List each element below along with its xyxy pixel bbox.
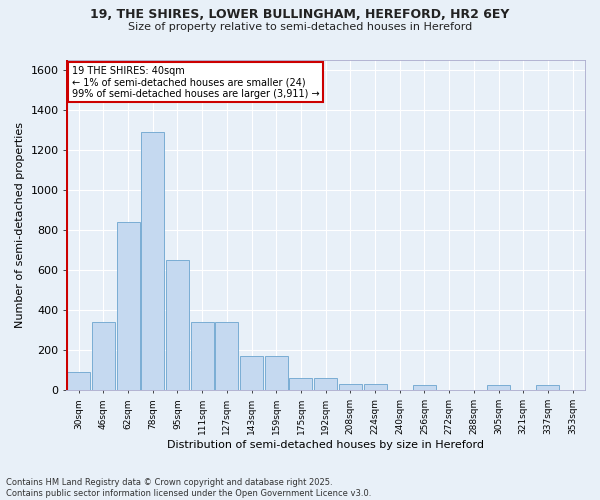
Bar — [141, 132, 164, 390]
Text: Contains HM Land Registry data © Crown copyright and database right 2025.
Contai: Contains HM Land Registry data © Crown c… — [6, 478, 371, 498]
Bar — [265, 356, 288, 390]
Text: Size of property relative to semi-detached houses in Hereford: Size of property relative to semi-detach… — [128, 22, 472, 32]
Text: 19 THE SHIRES: 40sqm
← 1% of semi-detached houses are smaller (24)
99% of semi-d: 19 THE SHIRES: 40sqm ← 1% of semi-detach… — [72, 66, 320, 99]
Bar — [413, 386, 436, 390]
Bar — [314, 378, 337, 390]
Bar — [289, 378, 313, 390]
Y-axis label: Number of semi-detached properties: Number of semi-detached properties — [15, 122, 25, 328]
Bar — [364, 384, 386, 390]
Bar — [339, 384, 362, 390]
Text: 19, THE SHIRES, LOWER BULLINGHAM, HEREFORD, HR2 6EY: 19, THE SHIRES, LOWER BULLINGHAM, HEREFO… — [91, 8, 509, 20]
Bar — [215, 322, 238, 390]
Bar — [67, 372, 90, 390]
Bar — [536, 386, 559, 390]
Bar — [240, 356, 263, 390]
Bar — [92, 322, 115, 390]
Bar — [116, 222, 140, 390]
Bar — [487, 386, 510, 390]
Bar — [166, 260, 189, 390]
Bar — [191, 322, 214, 390]
X-axis label: Distribution of semi-detached houses by size in Hereford: Distribution of semi-detached houses by … — [167, 440, 484, 450]
